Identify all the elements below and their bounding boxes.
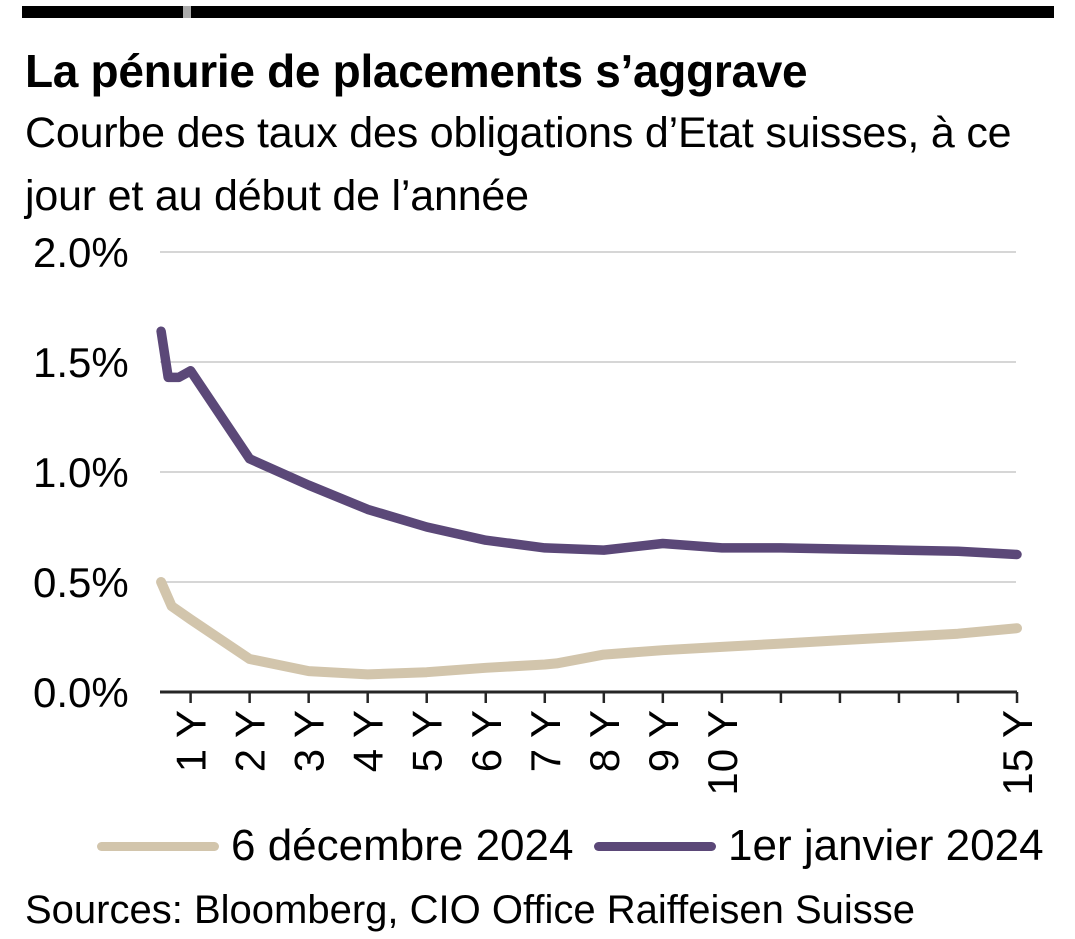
chart-subtitle-line1: Courbe des taux des obligations d’Etat s… bbox=[25, 109, 1012, 157]
x-axis-tick-label: 7 Y bbox=[522, 710, 569, 772]
source-line: Sources: Bloomberg, CIO Office Raiffeise… bbox=[25, 888, 916, 932]
x-axis-tick-label: 3 Y bbox=[286, 710, 333, 772]
x-axis-tick-label: 9 Y bbox=[640, 710, 687, 772]
legend-swatch-1er-janvier-2024 bbox=[594, 841, 716, 851]
y-axis-tick-label: 0.0% bbox=[33, 669, 129, 716]
x-axis-tick-label: 1 Y bbox=[168, 710, 215, 772]
legend-swatch-6-decembre-2024 bbox=[97, 841, 219, 851]
series-line-1er-janvier-2024 bbox=[156, 326, 1022, 560]
legend-item-6-decembre-2024: 6 décembre 2024 bbox=[97, 820, 573, 872]
legend: 6 décembre 2024 1er janvier 2024 bbox=[0, 820, 1075, 872]
x-axis-tick-label: 8 Y bbox=[581, 710, 628, 772]
series-line-6-decembre-2024 bbox=[156, 577, 1022, 680]
y-axis-tick-label: 1.0% bbox=[33, 449, 129, 496]
chart-subtitle: Courbe des taux des obligations d’Etat s… bbox=[25, 102, 1012, 228]
top-accent-bar bbox=[22, 6, 1054, 18]
y-axis-tick-label: 2.0% bbox=[33, 229, 129, 276]
x-axis-tick-label: 4 Y bbox=[345, 710, 392, 772]
legend-label-6-decembre-2024: 6 décembre 2024 bbox=[231, 821, 574, 870]
x-axis-tick-label: 6 Y bbox=[463, 710, 510, 772]
chart-title: La pénurie de placements s’aggrave bbox=[25, 45, 808, 97]
x-axis-tick-label: 2 Y bbox=[227, 710, 274, 772]
x-axis-tick-label: 10 Y bbox=[699, 710, 746, 796]
x-axis-tick-label: 5 Y bbox=[404, 710, 451, 772]
top-accent-bar-notch bbox=[183, 6, 191, 18]
y-axis-tick-label: 0.5% bbox=[33, 559, 129, 606]
chart-subtitle-line2: jour et au début de l’année bbox=[25, 172, 529, 220]
x-axis-tick-label: 15 Y bbox=[994, 710, 1041, 796]
y-axis-tick-label: 1.5% bbox=[33, 339, 129, 386]
legend-item-1er-janvier-2024: 1er janvier 2024 bbox=[594, 820, 1044, 872]
legend-label-1er-janvier-2024: 1er janvier 2024 bbox=[728, 821, 1044, 870]
